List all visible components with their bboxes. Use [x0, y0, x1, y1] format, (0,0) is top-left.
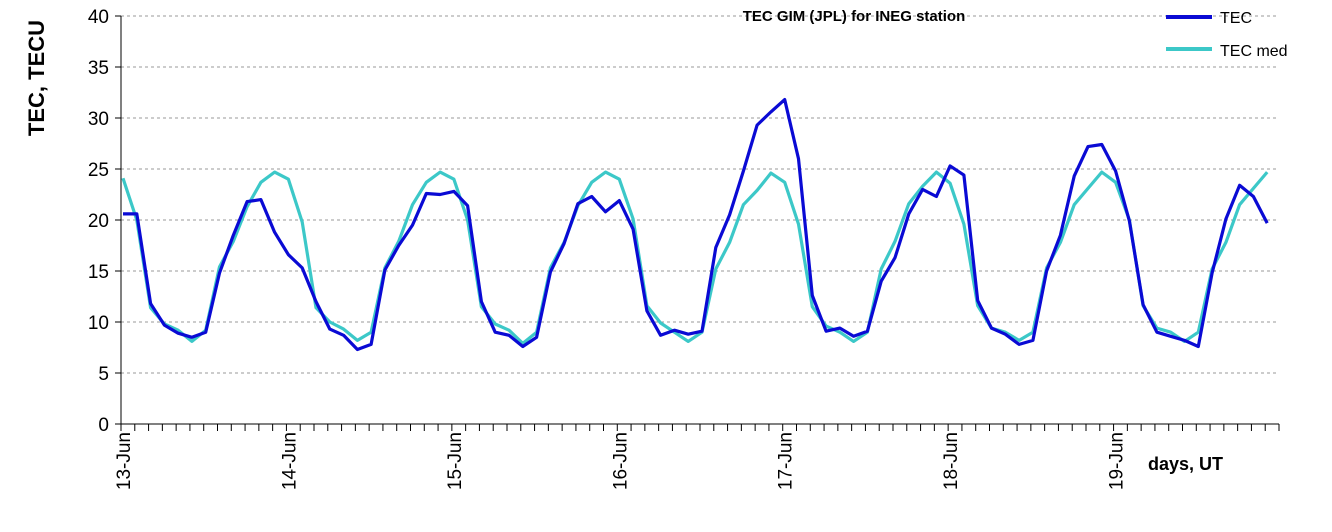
x-tick-label-19-Jun: 19-Jun	[1107, 432, 1128, 490]
legend-label-tec-med: TEC med	[1220, 43, 1288, 60]
axes	[115, 15, 1280, 431]
x-axis-title: days, UT	[1148, 454, 1223, 474]
y-tick-label-10: 10	[88, 313, 109, 334]
chart-title: TEC GIM (JPL) for INEG station	[743, 8, 966, 25]
y-tick-label-40: 40	[88, 7, 109, 28]
x-tick-label-13-Jun: 13-Jun	[114, 432, 135, 490]
legend-label-tec: TEC	[1220, 10, 1252, 27]
x-tick-label-14-Jun: 14-Jun	[279, 432, 300, 490]
x-tick-label-17-Jun: 17-Jun	[776, 432, 797, 490]
y-axis-title: TEC, TECU	[24, 20, 49, 136]
x-tick-label-18-Jun: 18-Jun	[941, 432, 962, 490]
x-tick-labels: 13-Jun 14-Jun 15-Jun 16-Jun 17-Jun 18-Jun 19-J…	[114, 432, 1128, 490]
y-tick-label-25: 25	[88, 160, 109, 181]
y-tick-label-0: 0	[98, 415, 109, 436]
x-tick-label-15-Jun: 15-Jun	[445, 432, 466, 490]
x-tick-label-16-Jun: 16-Jun	[610, 432, 631, 490]
series-line-tec-med	[121, 170, 1269, 345]
grid-lines	[121, 15, 1279, 374]
series-lines	[121, 97, 1269, 352]
y-tick-label-35: 35	[88, 58, 109, 79]
legend: TEC TEC med	[1166, 10, 1288, 60]
y-tick-label-20: 20	[88, 211, 109, 232]
y-tick-label-15: 15	[88, 262, 109, 283]
series-line-tec	[123, 97, 1269, 352]
y-tick-label-5: 5	[98, 364, 109, 385]
y-tick-labels: 0 5 10 15 20 25 30 35 40	[88, 7, 109, 436]
y-tick-label-30: 30	[88, 109, 109, 130]
